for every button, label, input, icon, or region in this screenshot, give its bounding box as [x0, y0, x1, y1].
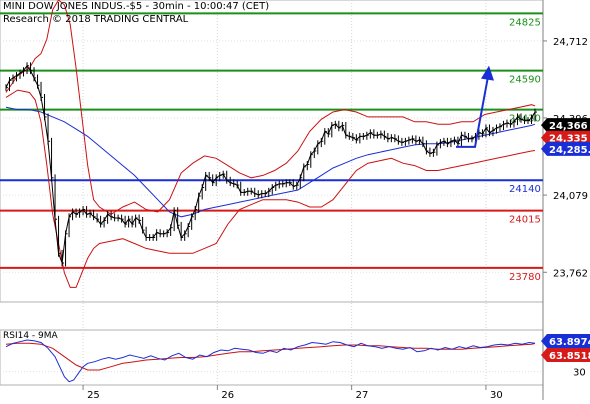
price-badge-red [541, 130, 590, 145]
rsi-title: RSI14 - 9MA [3, 331, 59, 341]
x-tick-label: 27 [356, 390, 369, 400]
price-badge-label: 24,335 [549, 134, 588, 145]
x-tick-label: 26 [221, 390, 234, 400]
rsi-badge-label: 63.8974 [549, 337, 590, 348]
level-label-resistance: 24825 [509, 17, 541, 28]
forecast-arrow-line [456, 76, 489, 148]
rsi-panel-frame [0, 329, 544, 386]
x-tick-label: 30 [490, 390, 503, 400]
price-badge-blue [541, 141, 590, 156]
x-tick-label: 25 [87, 390, 100, 400]
rsi-line [5, 339, 536, 383]
rsi-badge-blue [541, 334, 590, 348]
y-tick-label: 24,079 [553, 191, 588, 202]
price-badge-label: 24,285.4 [549, 145, 590, 156]
rsi-badge-label: 63.8518 [549, 351, 590, 362]
rsi-tick-label: 30 [573, 368, 586, 379]
level-label-resistance: 24590 [509, 75, 541, 86]
level-label-support: 23780 [509, 272, 541, 283]
main-panel-frame [0, 0, 544, 303]
forecast-arrow-head [481, 65, 494, 81]
price-bars [5, 62, 537, 267]
price-line [5, 64, 536, 264]
price-badge-last [541, 118, 590, 133]
level-label-pivot: 24140 [509, 184, 541, 195]
bollinger-upper-line [5, 0, 536, 215]
rsi-ma-line [5, 342, 536, 371]
level-label-support: 24015 [509, 215, 541, 226]
chart-title: MINI DOW JONES INDUS.-$5 - 30min - 10:00… [3, 1, 270, 12]
y-tick-label: 23,762 [553, 268, 588, 279]
chart-copyright: Research © 2018 TRADING CENTRAL [3, 14, 189, 25]
moving-average-line [5, 106, 536, 218]
rsi-badge-red [541, 348, 590, 362]
y-tick-label: 24,712 [553, 37, 588, 48]
price-badge-label: 24,366 [549, 121, 588, 132]
bollinger-lower-line [5, 89, 536, 288]
